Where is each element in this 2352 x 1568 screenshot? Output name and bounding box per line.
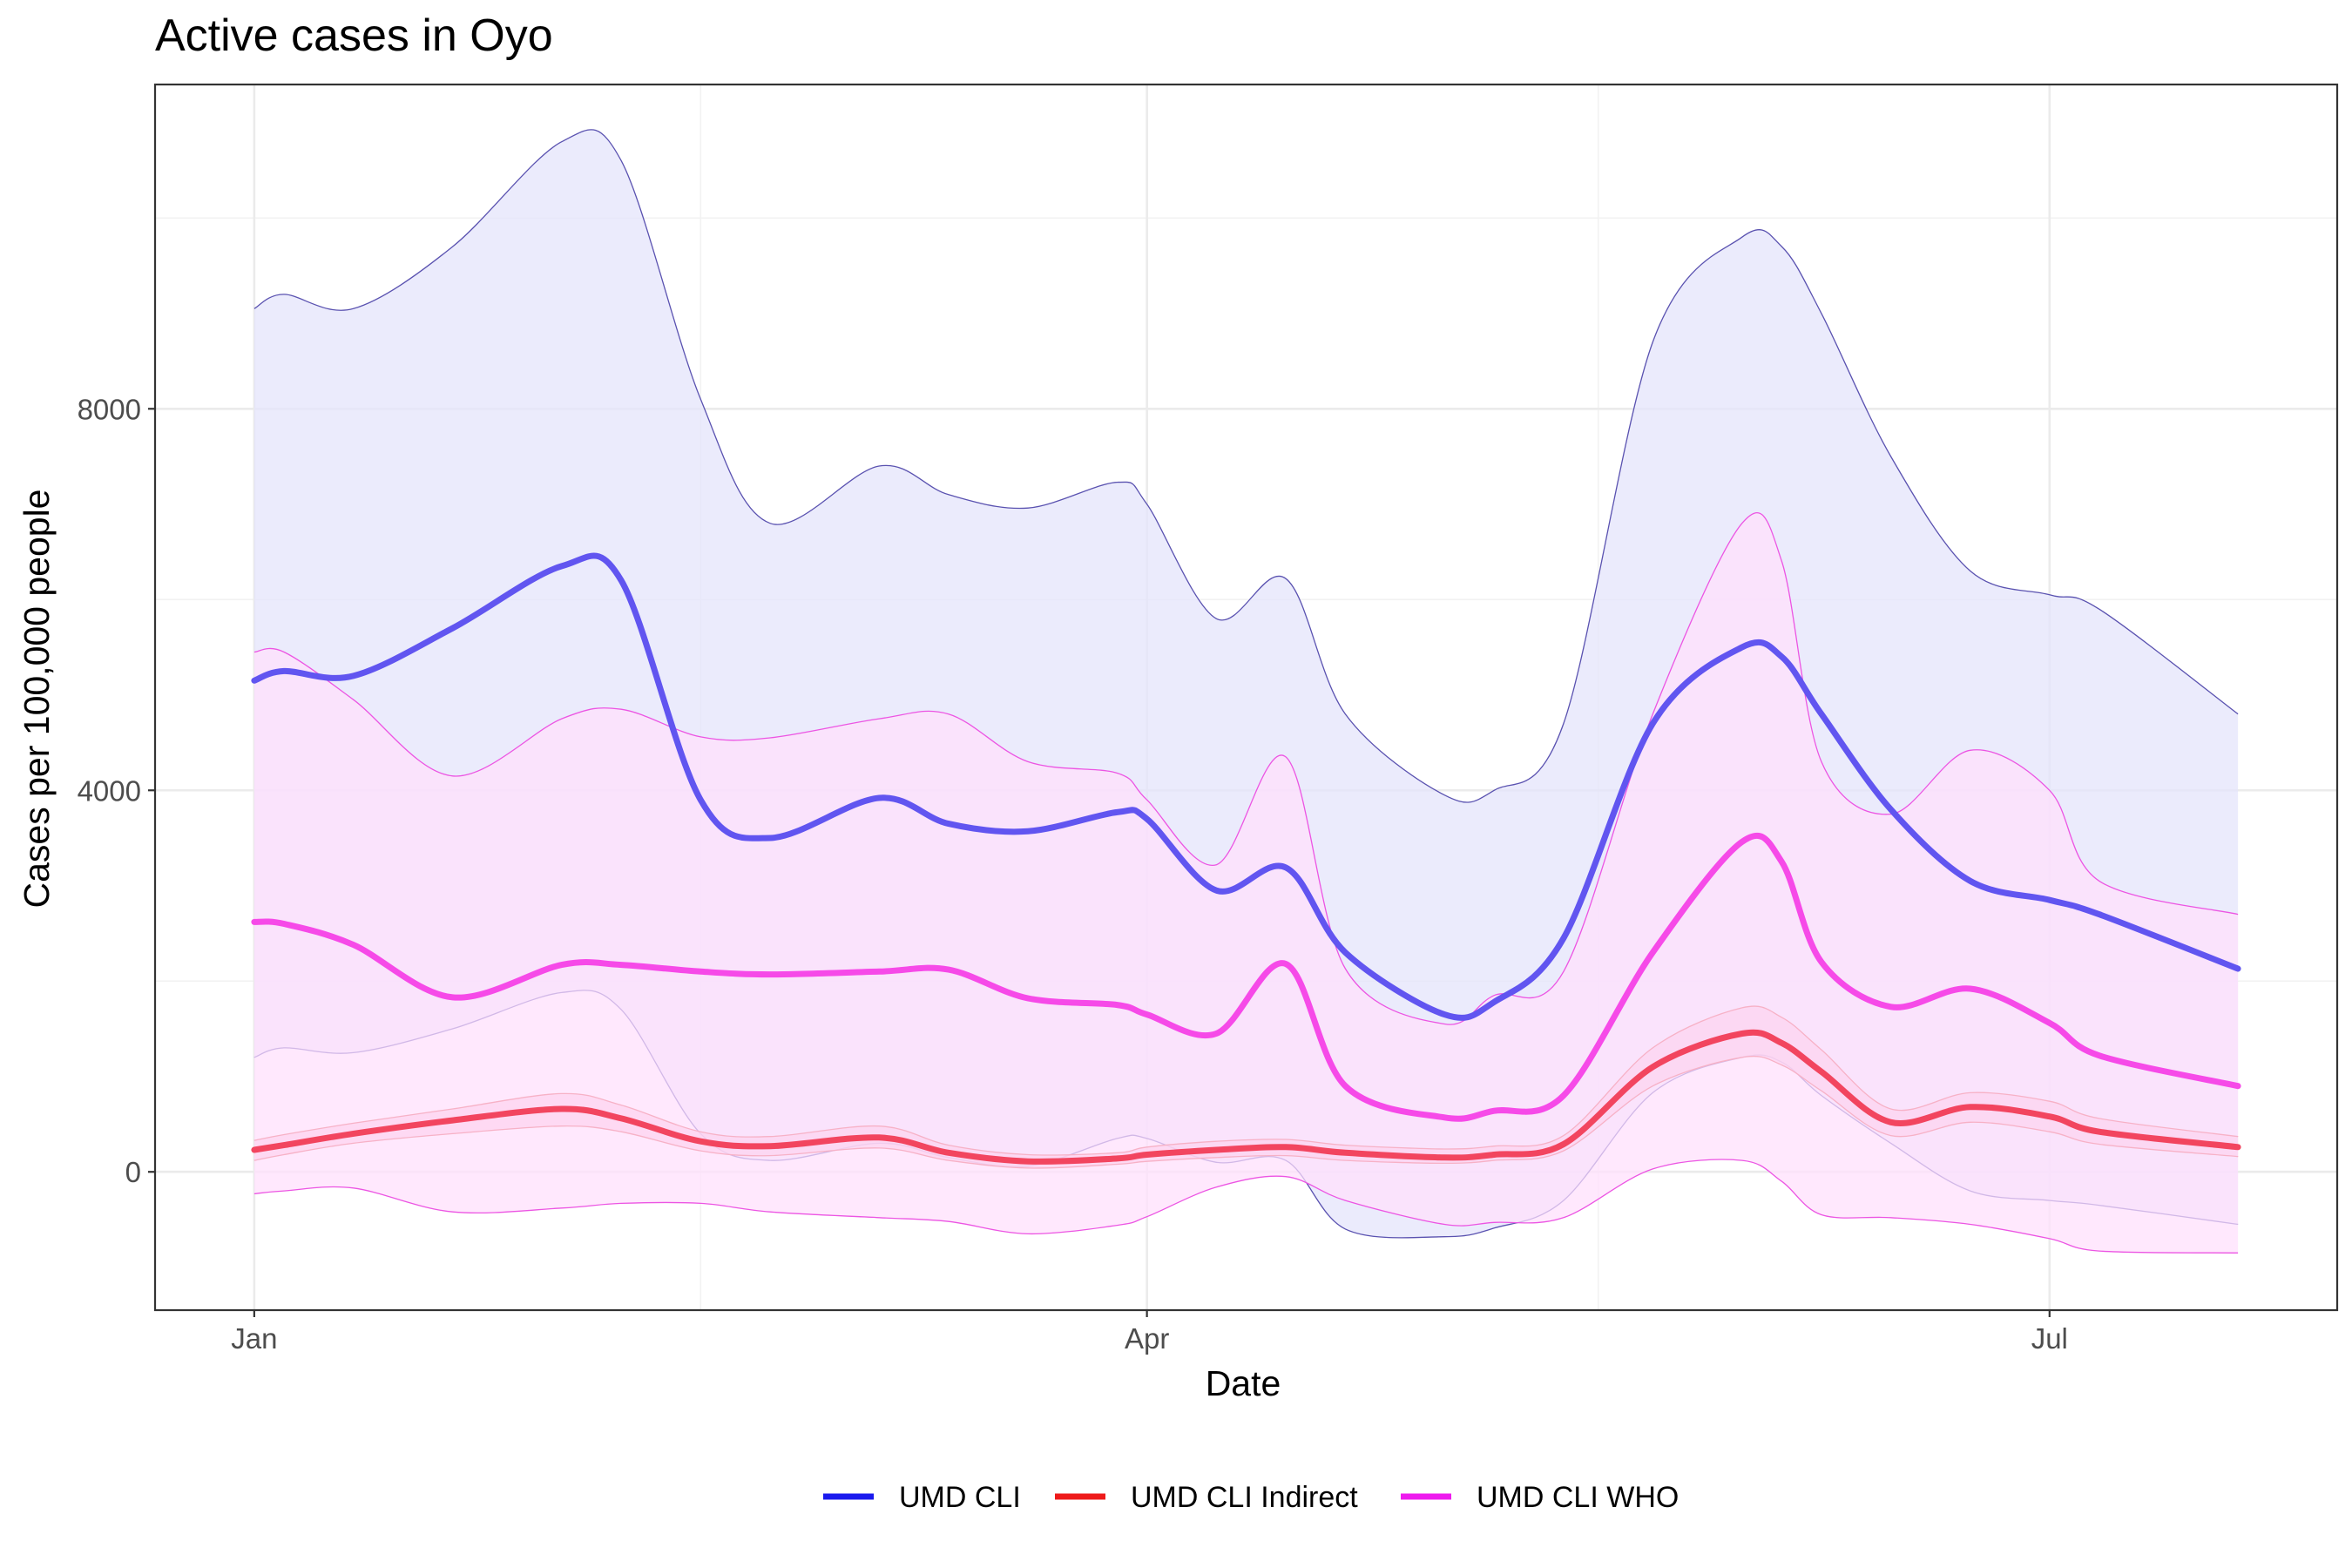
umd-cli-upper-bound	[253, 129, 2239, 803]
legend-label-umd-cli-indirect: UMD CLI Indirect	[1131, 1481, 1358, 1514]
x-axis: Jan Apr Jul	[231, 1310, 2068, 1355]
y-tick-label: 0	[125, 1156, 141, 1188]
legend-item-umd-cli-indirect: UMD CLI Indirect	[1055, 1481, 1358, 1514]
confidence-bands	[253, 129, 2239, 1254]
y-axis: 0 4000 8000	[78, 393, 155, 1188]
x-tick-label: Jan	[231, 1322, 277, 1355]
legend-item-umd-cli-who: UMD CLI WHO	[1401, 1481, 1679, 1514]
y-tick-label: 8000	[78, 393, 141, 425]
chart-title: Active cases in Oyo	[155, 10, 553, 61]
umd-cli-line	[251, 552, 2241, 1021]
umd-cli-indirect-line	[251, 1029, 2241, 1165]
panel-border	[153, 83, 2339, 1312]
legend-label-umd-cli-who: UMD CLI WHO	[1477, 1481, 1679, 1514]
umd-cli-who-upper-bound	[253, 512, 2239, 1025]
umd-cli-who-line	[251, 833, 2241, 1122]
series-lines	[251, 552, 2241, 1165]
legend-label-umd-cli: UMD CLI	[899, 1481, 1021, 1514]
x-tick-label: Jul	[2031, 1322, 2068, 1355]
x-axis-title: Date	[1206, 1363, 1281, 1403]
y-tick-label: 4000	[78, 774, 141, 807]
umd-cli-who-lower-bound	[253, 1159, 2239, 1254]
plot-panel	[153, 83, 2339, 1312]
y-axis-title: Cases per 100,000 people	[17, 490, 57, 909]
legend-item-umd-cli: UMD CLI	[823, 1481, 1021, 1514]
legend: UMD CLI UMD CLI Indirect UMD CLI WHO	[823, 1481, 1679, 1514]
x-tick-label: Apr	[1125, 1322, 1169, 1355]
